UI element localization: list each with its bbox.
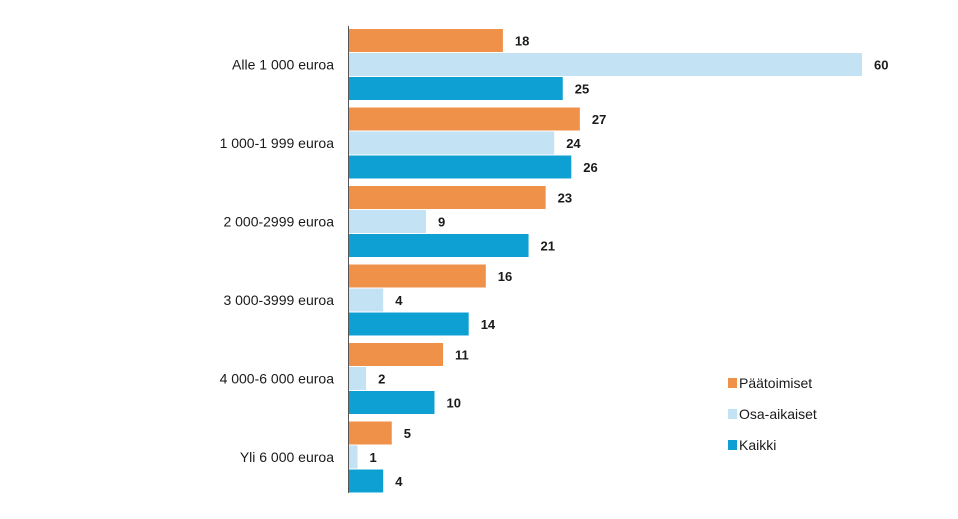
bar-osa-aikaiset: [349, 210, 426, 233]
value-label: 4: [395, 293, 403, 308]
value-label: 26: [583, 160, 597, 175]
bars-group: [349, 29, 862, 493]
value-label: 9: [438, 215, 445, 230]
legend-label: Päätoimiset: [739, 375, 812, 391]
value-label: 23: [558, 191, 572, 206]
legend-swatch-osa-aikaiset: [728, 409, 737, 419]
legend-label: Kaikki: [739, 437, 776, 453]
value-label: 21: [541, 239, 555, 254]
bar-osa-aikaiset: [349, 445, 358, 469]
value-label: 60: [874, 58, 888, 73]
bar-kaikki: [349, 312, 469, 336]
category-label: 1 000-1 999 euroa: [220, 135, 335, 151]
bar-p-toimiset: [349, 264, 486, 288]
category-label: 2 000-2999 euroa: [223, 214, 334, 230]
bar-kaikki: [349, 234, 529, 257]
category-label: 3 000-3999 euroa: [223, 292, 334, 308]
value-label: 16: [498, 269, 512, 284]
category-label: Alle 1 000 euroa: [232, 57, 334, 73]
category-label: 4 000-6 000 euroa: [220, 371, 335, 387]
category-label: Yli 6 000 euroa: [240, 449, 334, 465]
value-label: 5: [404, 426, 411, 441]
category-labels: Alle 1 000 euroa 1 000-1 999 euroa 2 000-2…: [220, 57, 335, 466]
bar-p-toimiset: [349, 343, 444, 366]
bar-p-toimiset: [349, 29, 503, 52]
value-label: 14: [481, 317, 496, 332]
bar-kaikki: [349, 469, 384, 493]
value-label: 25: [575, 82, 589, 97]
bar-osa-aikaiset: [349, 288, 384, 312]
value-label: 10: [447, 396, 461, 411]
legend-label: Osa-aikaiset: [739, 406, 817, 422]
legend-swatch-p-toimiset: [728, 378, 737, 388]
value-label: 1: [370, 450, 377, 465]
value-label: 18: [515, 34, 529, 49]
bar-osa-aikaiset: [349, 367, 367, 390]
value-label: 27: [592, 112, 606, 127]
bar-kaikki: [349, 155, 572, 179]
legend-swatch-kaikki: [728, 440, 737, 450]
bar-kaikki: [349, 391, 435, 414]
value-label: 2: [378, 372, 385, 387]
value-label: 11: [455, 348, 469, 363]
value-label: 4: [395, 474, 403, 489]
bar-kaikki: [349, 77, 563, 100]
bar-osa-aikaiset: [349, 53, 862, 76]
legend: Päätoimiset Osa-aikaiset Kaikki: [728, 375, 817, 453]
bar-p-toimiset: [349, 186, 546, 209]
bar-p-toimiset: [349, 421, 392, 445]
value-label: 24: [566, 136, 581, 151]
bar-osa-aikaiset: [349, 131, 555, 155]
bar-p-toimiset: [349, 107, 580, 131]
